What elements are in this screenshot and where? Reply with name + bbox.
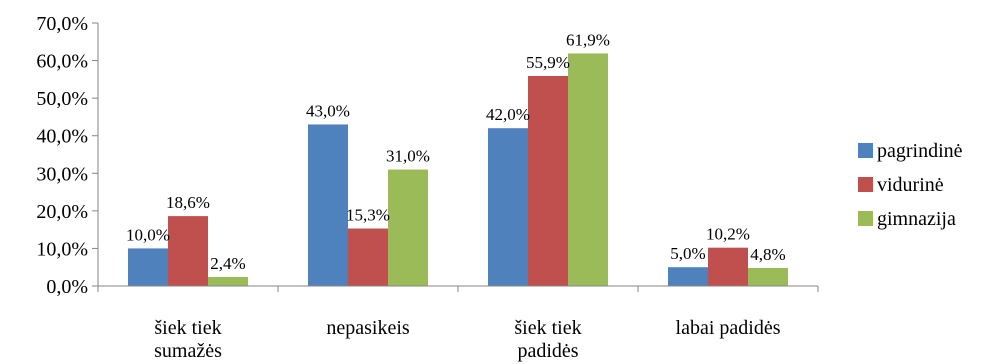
bar-data-label: 10,0% [126,225,170,244]
legend: pagrindinė vidurinė gimnazija [858,140,963,230]
bar-data-label: 43,0% [306,101,350,120]
bar [208,276,248,286]
bar-data-label: 18,6% [166,193,210,212]
bar [568,53,608,286]
y-tick-label: 10,0% [36,238,88,260]
x-category-label: padidės [517,340,578,362]
bars [128,53,788,287]
legend-swatch [858,143,873,158]
legend-label: pagrindinė [877,140,963,162]
bar [748,267,788,286]
bar-data-label: 15,3% [346,206,390,225]
x-category-label: šiek tiek [154,317,221,339]
x-category-label: nepasikeis [326,317,410,339]
bar [488,128,528,286]
y-tick-label: 60,0% [36,51,88,73]
legend-swatch [858,177,873,192]
y-tick-label: 30,0% [36,163,88,185]
y-tick-label: 70,0% [36,13,88,35]
x-category-label: labai padidės [676,317,781,339]
bar [168,216,208,286]
y-axis: 0,0% 10,0% 20,0% 30,0% 40,0% 50,0% 60,0% 70,0% [36,13,99,298]
bar [528,75,568,287]
bar-data-label: 5,0% [670,244,705,263]
legend-label: gimnazija [877,208,956,230]
y-tick-label: 20,0% [36,201,88,223]
bar-data-label: 55,9% [526,53,570,72]
x-category-label: sumažės [154,340,222,362]
bar-data-label: 42,0% [486,105,530,124]
bar [128,248,168,286]
y-tick-label: 0,0% [46,276,88,298]
bar [308,124,348,286]
bar-data-label: 10,2% [706,225,750,244]
data-labels: 10,0% 18,6% 2,4% 43,0% 15,3% 31,0% 42,0% 55,9% 6… [126,30,786,273]
bar [388,169,428,286]
legend-swatch [858,211,873,226]
bar [668,267,708,286]
bar-data-label: 61,9% [566,30,610,49]
bar-data-label: 2,4% [210,254,245,273]
x-category-label: šiek tiek [514,317,581,339]
legend-label: vidurinė [877,174,944,196]
y-tick-label: 40,0% [36,126,88,148]
bar [348,228,388,286]
y-tick-label: 50,0% [36,88,88,110]
bar-data-label: 31,0% [386,147,430,166]
bar [708,247,748,286]
bar-data-label: 4,8% [750,245,785,264]
